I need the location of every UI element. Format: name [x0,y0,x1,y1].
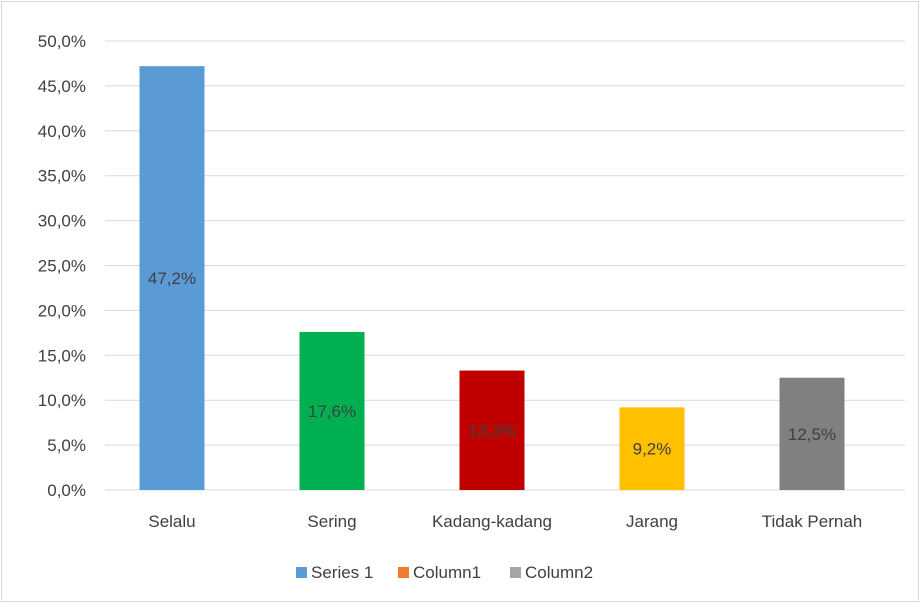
y-tick-label: 45,0% [38,77,86,96]
y-tick-label: 20,0% [38,301,86,320]
y-tick-label: 5,0% [47,436,86,455]
y-tick-label: 40,0% [38,122,86,141]
data-label: 9,2% [633,440,672,459]
bar [139,66,205,491]
bar [779,377,845,490]
legend-label: Column2 [525,563,593,582]
bar [619,407,685,490]
y-tick-label: 35,0% [38,167,86,186]
data-label: 47,2% [148,269,196,288]
y-tick-label: 15,0% [38,346,86,365]
legend-swatch [296,567,307,578]
y-tick-label: 25,0% [38,257,86,276]
x-tick-label: Tidak Pernah [762,512,862,531]
y-tick-label: 0,0% [47,481,86,500]
data-label: 17,6% [308,402,356,421]
x-tick-label: Sering [307,512,356,531]
y-tick-label: 30,0% [38,212,86,231]
x-tick-label: Jarang [626,512,678,531]
legend-label: Column1 [413,563,481,582]
bar [459,370,525,490]
data-label: 12,5% [788,425,836,444]
y-tick-label: 10,0% [38,391,86,410]
y-tick-label: 50,0% [38,32,86,51]
legend-swatch [398,567,409,578]
legend-swatch [510,567,521,578]
legend-label: Series 1 [311,563,373,582]
x-tick-label: Selalu [148,512,195,531]
x-tick-label: Kadang-kadang [432,512,552,531]
data-label: 13,3% [468,421,516,440]
bar [299,331,365,490]
